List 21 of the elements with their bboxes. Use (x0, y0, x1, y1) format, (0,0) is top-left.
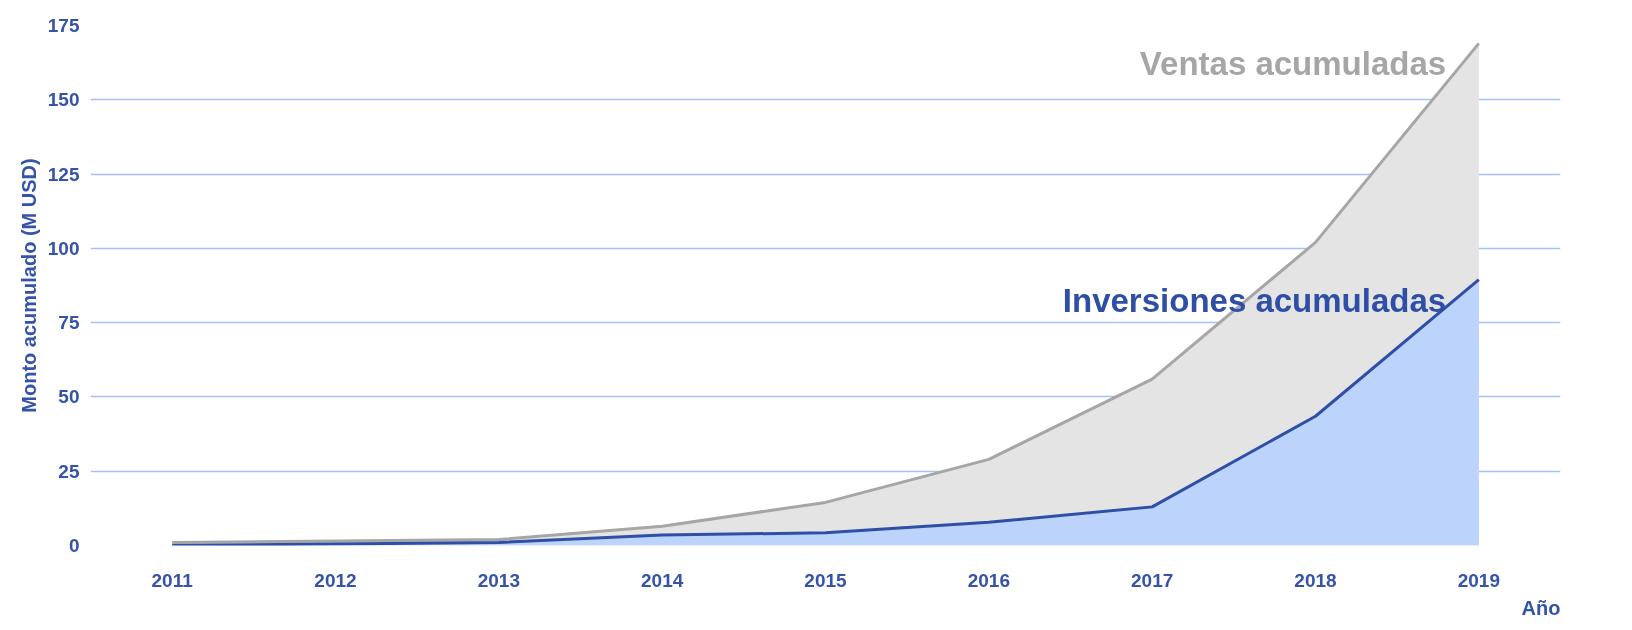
x-axis-title: Año (1521, 596, 1561, 619)
x-tick-label: 2014 (641, 569, 684, 591)
y-tick-label: 75 (58, 312, 80, 334)
series-label: Ventas acumuladas (1139, 45, 1447, 83)
x-tick-label: 2018 (1294, 569, 1337, 591)
y-tick-label: 0 (68, 535, 80, 556)
x-tick-label: 2015 (804, 569, 848, 591)
y-tick-label: 150 (47, 89, 80, 111)
x-tick-label: 2016 (967, 569, 1010, 591)
x-tick-label: 2013 (477, 569, 520, 591)
x-tick-label: 2011 (151, 569, 194, 591)
y-tick-label: 175 (47, 15, 80, 36)
x-tick-label: 2012 (314, 569, 357, 591)
y-tick-label: 50 (58, 386, 80, 408)
y-tick-label: 100 (47, 237, 80, 259)
y-tick-label: 25 (58, 460, 80, 482)
series-label: Inversiones acumuladas (1062, 281, 1447, 319)
x-tick-label: 2017 (1131, 569, 1174, 591)
x-tick-label: 2019 (1457, 569, 1500, 591)
y-tick-label: 125 (47, 163, 80, 185)
y-axis-title: Monto acumulado (M USD) (17, 158, 40, 413)
